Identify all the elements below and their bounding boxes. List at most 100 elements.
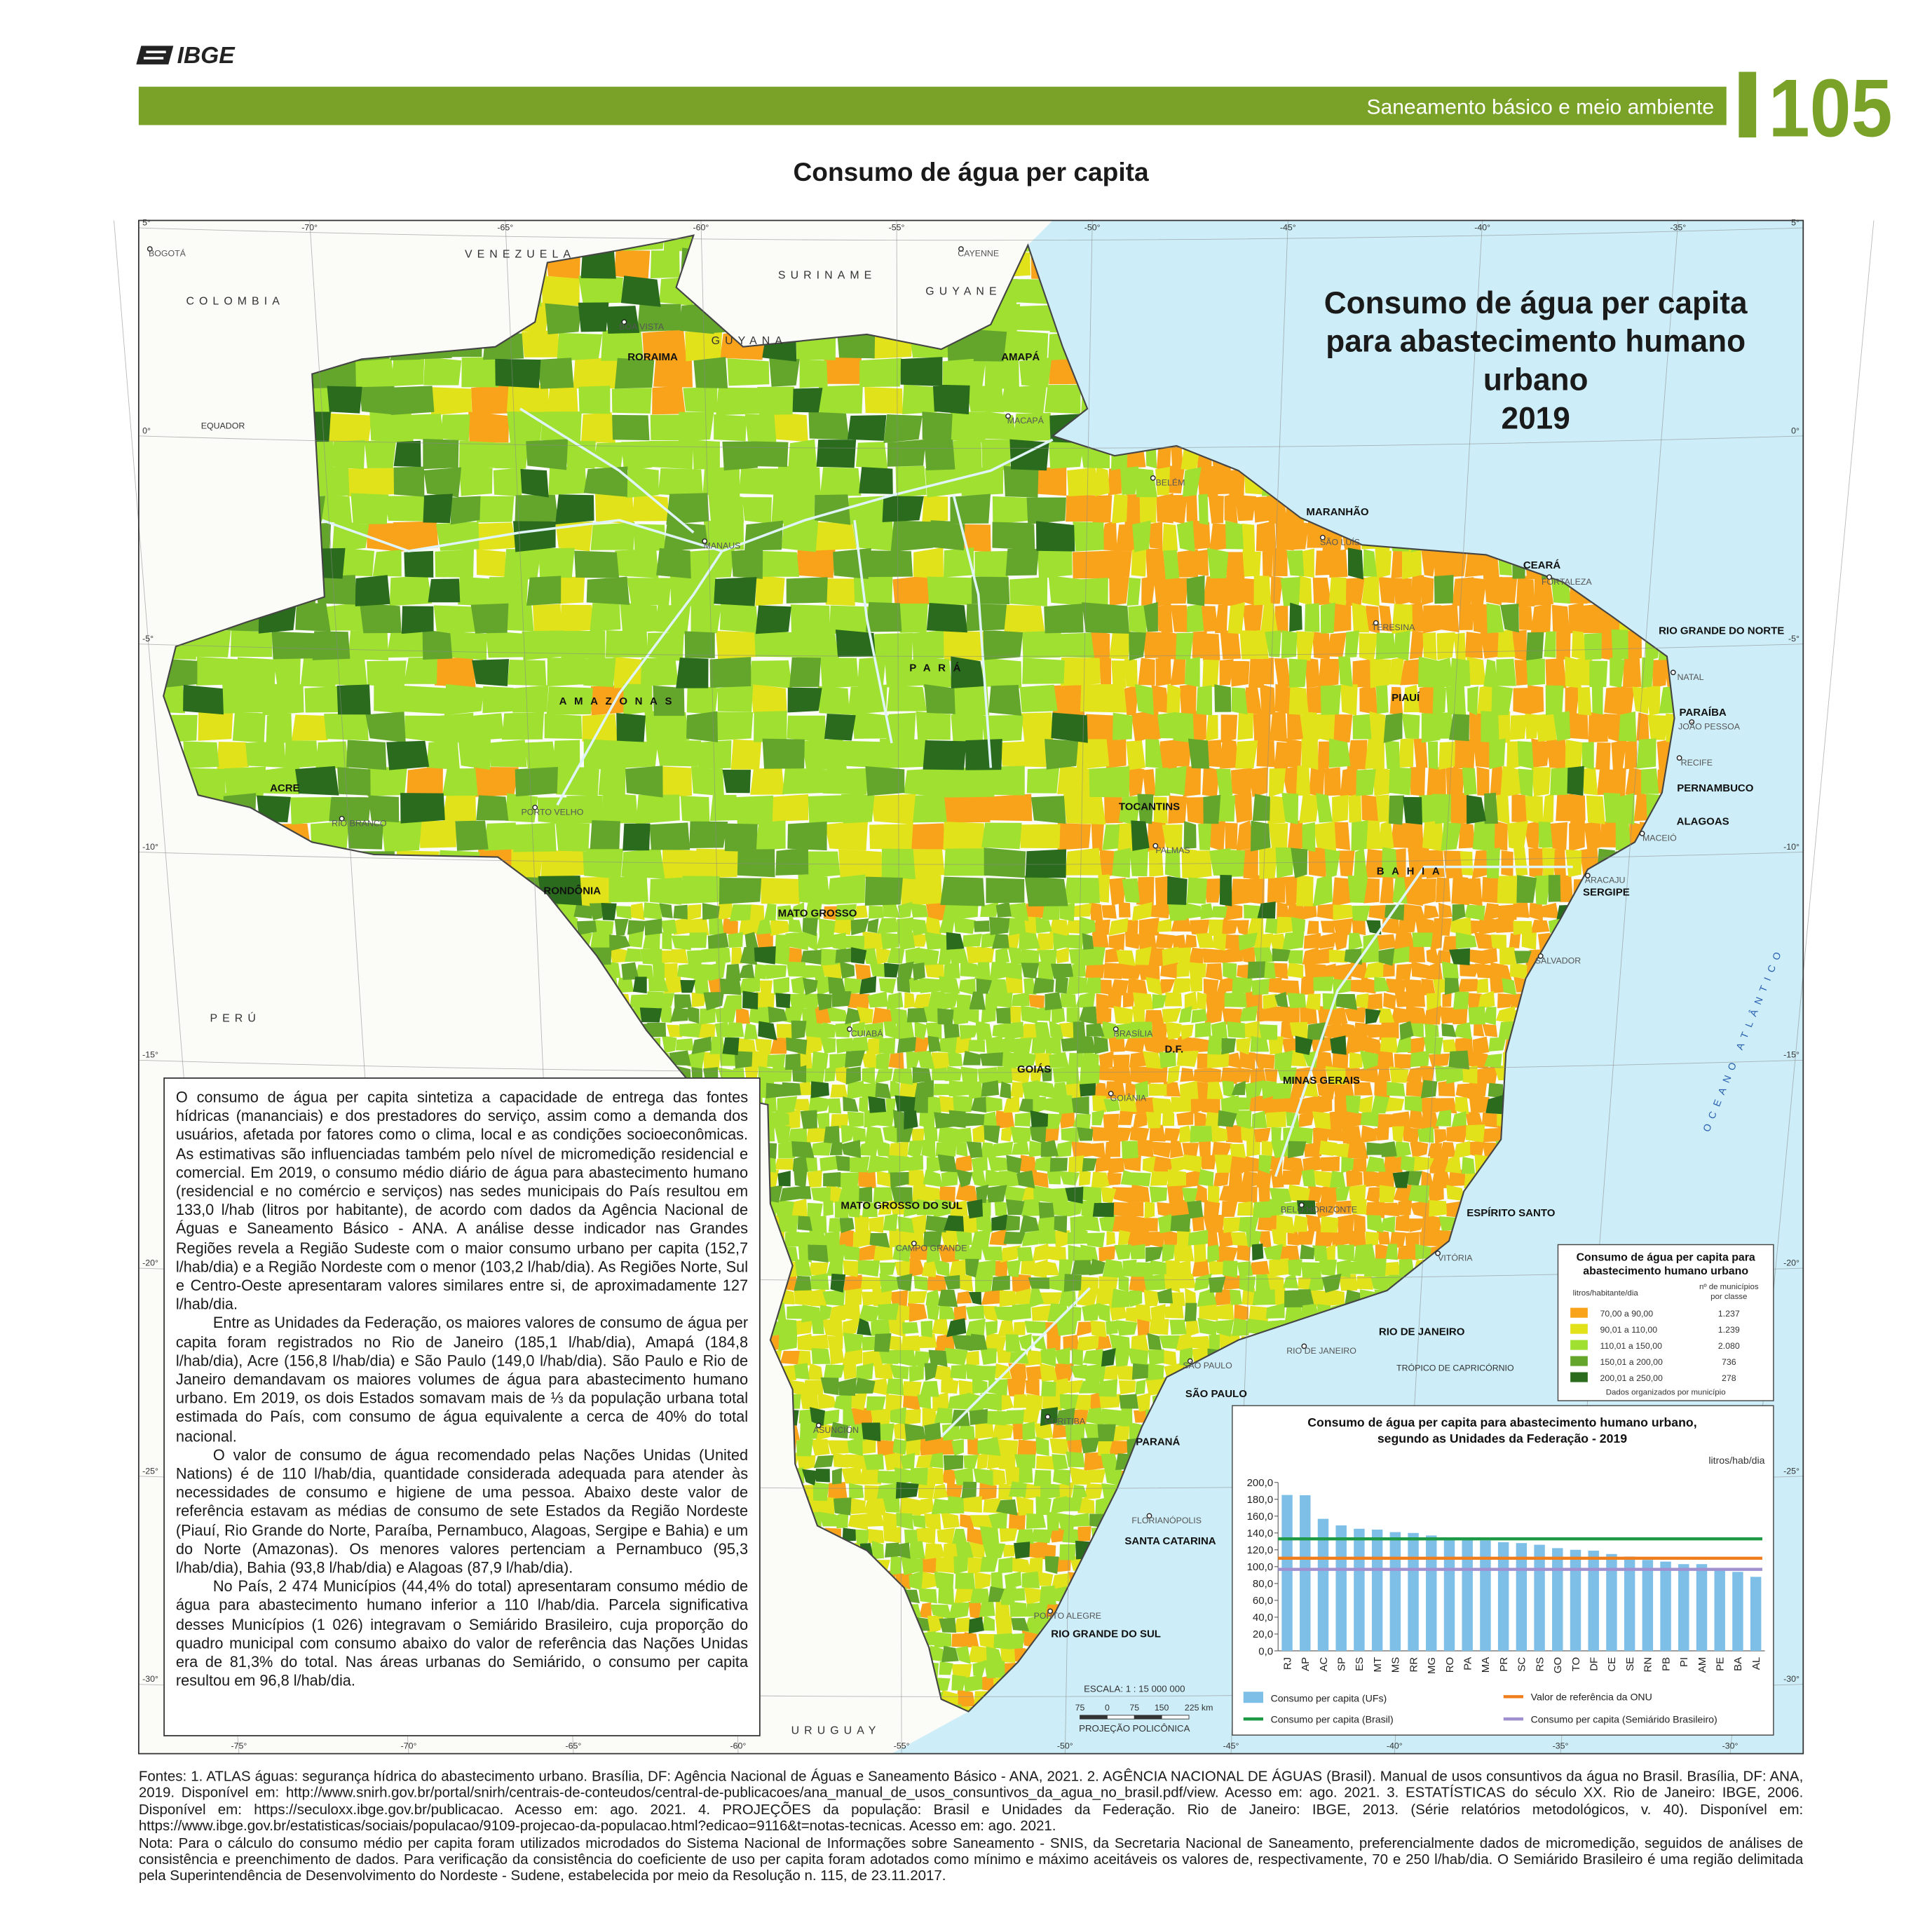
legend-title: Consumo de água per capita para abastecim… (1577, 1251, 1755, 1277)
city-marker (1108, 1091, 1114, 1096)
latitude-label: -5° (1788, 634, 1800, 644)
city-marker (1113, 1026, 1119, 1032)
state-label: AMAPÁ (1001, 351, 1040, 363)
map-title-line: urbano (1483, 362, 1589, 398)
y-axis-unit: litros/hab/dia (1708, 1455, 1764, 1466)
section-title: Saneamento básico e meio ambiente (1366, 96, 1714, 119)
bar (1281, 1495, 1293, 1651)
scale-segment (1134, 1715, 1162, 1720)
city-marker (147, 246, 153, 252)
longitude-label: -60° (730, 1741, 747, 1751)
bar (1335, 1525, 1347, 1651)
bar (1408, 1532, 1419, 1651)
state-label: SERGIPE (1583, 886, 1630, 898)
latitude-label: 5° (1791, 218, 1800, 228)
x-tick-label: ES (1354, 1657, 1366, 1671)
legend-label: Valor de referência da ONU (1531, 1692, 1652, 1703)
text-box: O consumo de água per capita sintetiza a… (163, 1077, 761, 1736)
x-tick-label: PE (1715, 1657, 1727, 1671)
city-marker (1298, 1202, 1305, 1208)
legend-label: Consumo per capita (Brasil) (1271, 1713, 1394, 1724)
parallel (138, 435, 1804, 449)
x-tick-label: MS (1390, 1657, 1402, 1673)
ibge-logo-icon (136, 46, 174, 64)
river (321, 438, 1054, 553)
city-marker (1301, 1343, 1307, 1349)
parallel (138, 644, 1804, 657)
state-label: ACRE (270, 782, 300, 794)
scale-tick-label: 75 (1129, 1703, 1139, 1713)
y-tick-label: 140,0 (1247, 1528, 1274, 1539)
legend-count: 1.239 (1718, 1325, 1740, 1335)
state-label: SÃO PAULO (1185, 1387, 1247, 1400)
scale-tick-label: 150 (1155, 1703, 1169, 1713)
latitude-label: -10° (1783, 842, 1800, 852)
city-marker (911, 1240, 917, 1246)
longitude-label: -30° (1722, 1741, 1739, 1751)
scale-segment (1080, 1715, 1108, 1720)
x-tick-label: PI (1678, 1657, 1690, 1667)
x-tick-label: TO (1570, 1657, 1582, 1672)
city-marker (702, 538, 708, 544)
country-label: GUYANE (925, 285, 1001, 297)
brazil-border (163, 234, 1675, 1713)
uf-chart: Consumo de água per capita para abasteci… (1232, 1405, 1774, 1736)
y-tick-label: 180,0 (1247, 1494, 1274, 1506)
state-label: MATO GROSSO DO SUL (841, 1199, 962, 1211)
city-label: MACAPÁ (1007, 415, 1045, 426)
city-marker (1045, 1414, 1051, 1420)
bar (1606, 1553, 1617, 1651)
river (556, 550, 723, 806)
city-label: GOIÂNIA (1110, 1093, 1147, 1103)
city-marker (1546, 574, 1552, 580)
state-label: RONDÔNIA (543, 885, 601, 897)
bar (1443, 1537, 1455, 1651)
state-label: RIO GRANDE DO NORTE (1659, 625, 1784, 637)
legend-count: 1.237 (1718, 1309, 1740, 1319)
x-tick-label: PR (1498, 1657, 1510, 1672)
page-number: 105 (1769, 62, 1893, 154)
x-tick-label: MG (1426, 1657, 1438, 1674)
y-tick-label: 160,0 (1247, 1511, 1274, 1523)
latitude-label: -20° (1783, 1258, 1800, 1268)
legend-swatch (1570, 1324, 1588, 1334)
x-tick-label: DF (1589, 1657, 1600, 1671)
city-label: PALMAS (1155, 845, 1190, 855)
page-bar (1739, 72, 1757, 138)
longitude-label: -70° (401, 1741, 417, 1751)
city-label: CURITIBA (1045, 1417, 1085, 1427)
longitude-label: -40° (1474, 223, 1490, 233)
state-label: PARAÍBA (1680, 707, 1727, 719)
city-marker (1537, 953, 1544, 959)
state-label: MATO GROSSO (778, 907, 857, 919)
legend-count: 736 (1722, 1357, 1736, 1367)
legend-swatch (1243, 1692, 1264, 1703)
x-tick-label: RR (1408, 1657, 1420, 1673)
y-tick-label: 120,0 (1247, 1544, 1274, 1556)
legend-swatch (1570, 1340, 1588, 1350)
latitude-label: -25° (1783, 1466, 1800, 1476)
bar (1624, 1556, 1635, 1651)
municipality-class-area (163, 235, 1675, 1712)
x-tick-label: SP (1336, 1657, 1348, 1671)
chart-title: Consumo de água per capita para abasteci… (1307, 1415, 1696, 1445)
city-label: BOGOTÁ (149, 248, 186, 259)
longitude-label: -45° (1280, 223, 1296, 233)
country-label: VENEZUELA (465, 248, 576, 260)
city-label: SÃO LUÍS (1320, 536, 1360, 547)
paragraph: No País, 2 474 Municípios (44,4% do tota… (175, 1578, 749, 1690)
longitude-label: -75° (231, 1741, 247, 1751)
longitude-label: -40° (1387, 1741, 1403, 1751)
y-tick-label: 100,0 (1247, 1561, 1274, 1573)
city-label: CAMPO GRANDE (896, 1243, 967, 1253)
map-title-line: 2019 (1501, 401, 1570, 436)
tropic-label: TRÓPICO DE CAPRICÓRNIO (1396, 1363, 1514, 1373)
legend-label: 90,01 a 110,00 (1600, 1325, 1658, 1335)
city-label: SALVADOR (1535, 955, 1581, 965)
city-label: BELÉM (1156, 477, 1185, 488)
meridian (896, 220, 902, 1754)
city-marker (1639, 831, 1645, 836)
state-label: RORAIMA (627, 351, 678, 363)
city-marker (1319, 534, 1326, 540)
latitude-label: 0° (142, 426, 151, 435)
